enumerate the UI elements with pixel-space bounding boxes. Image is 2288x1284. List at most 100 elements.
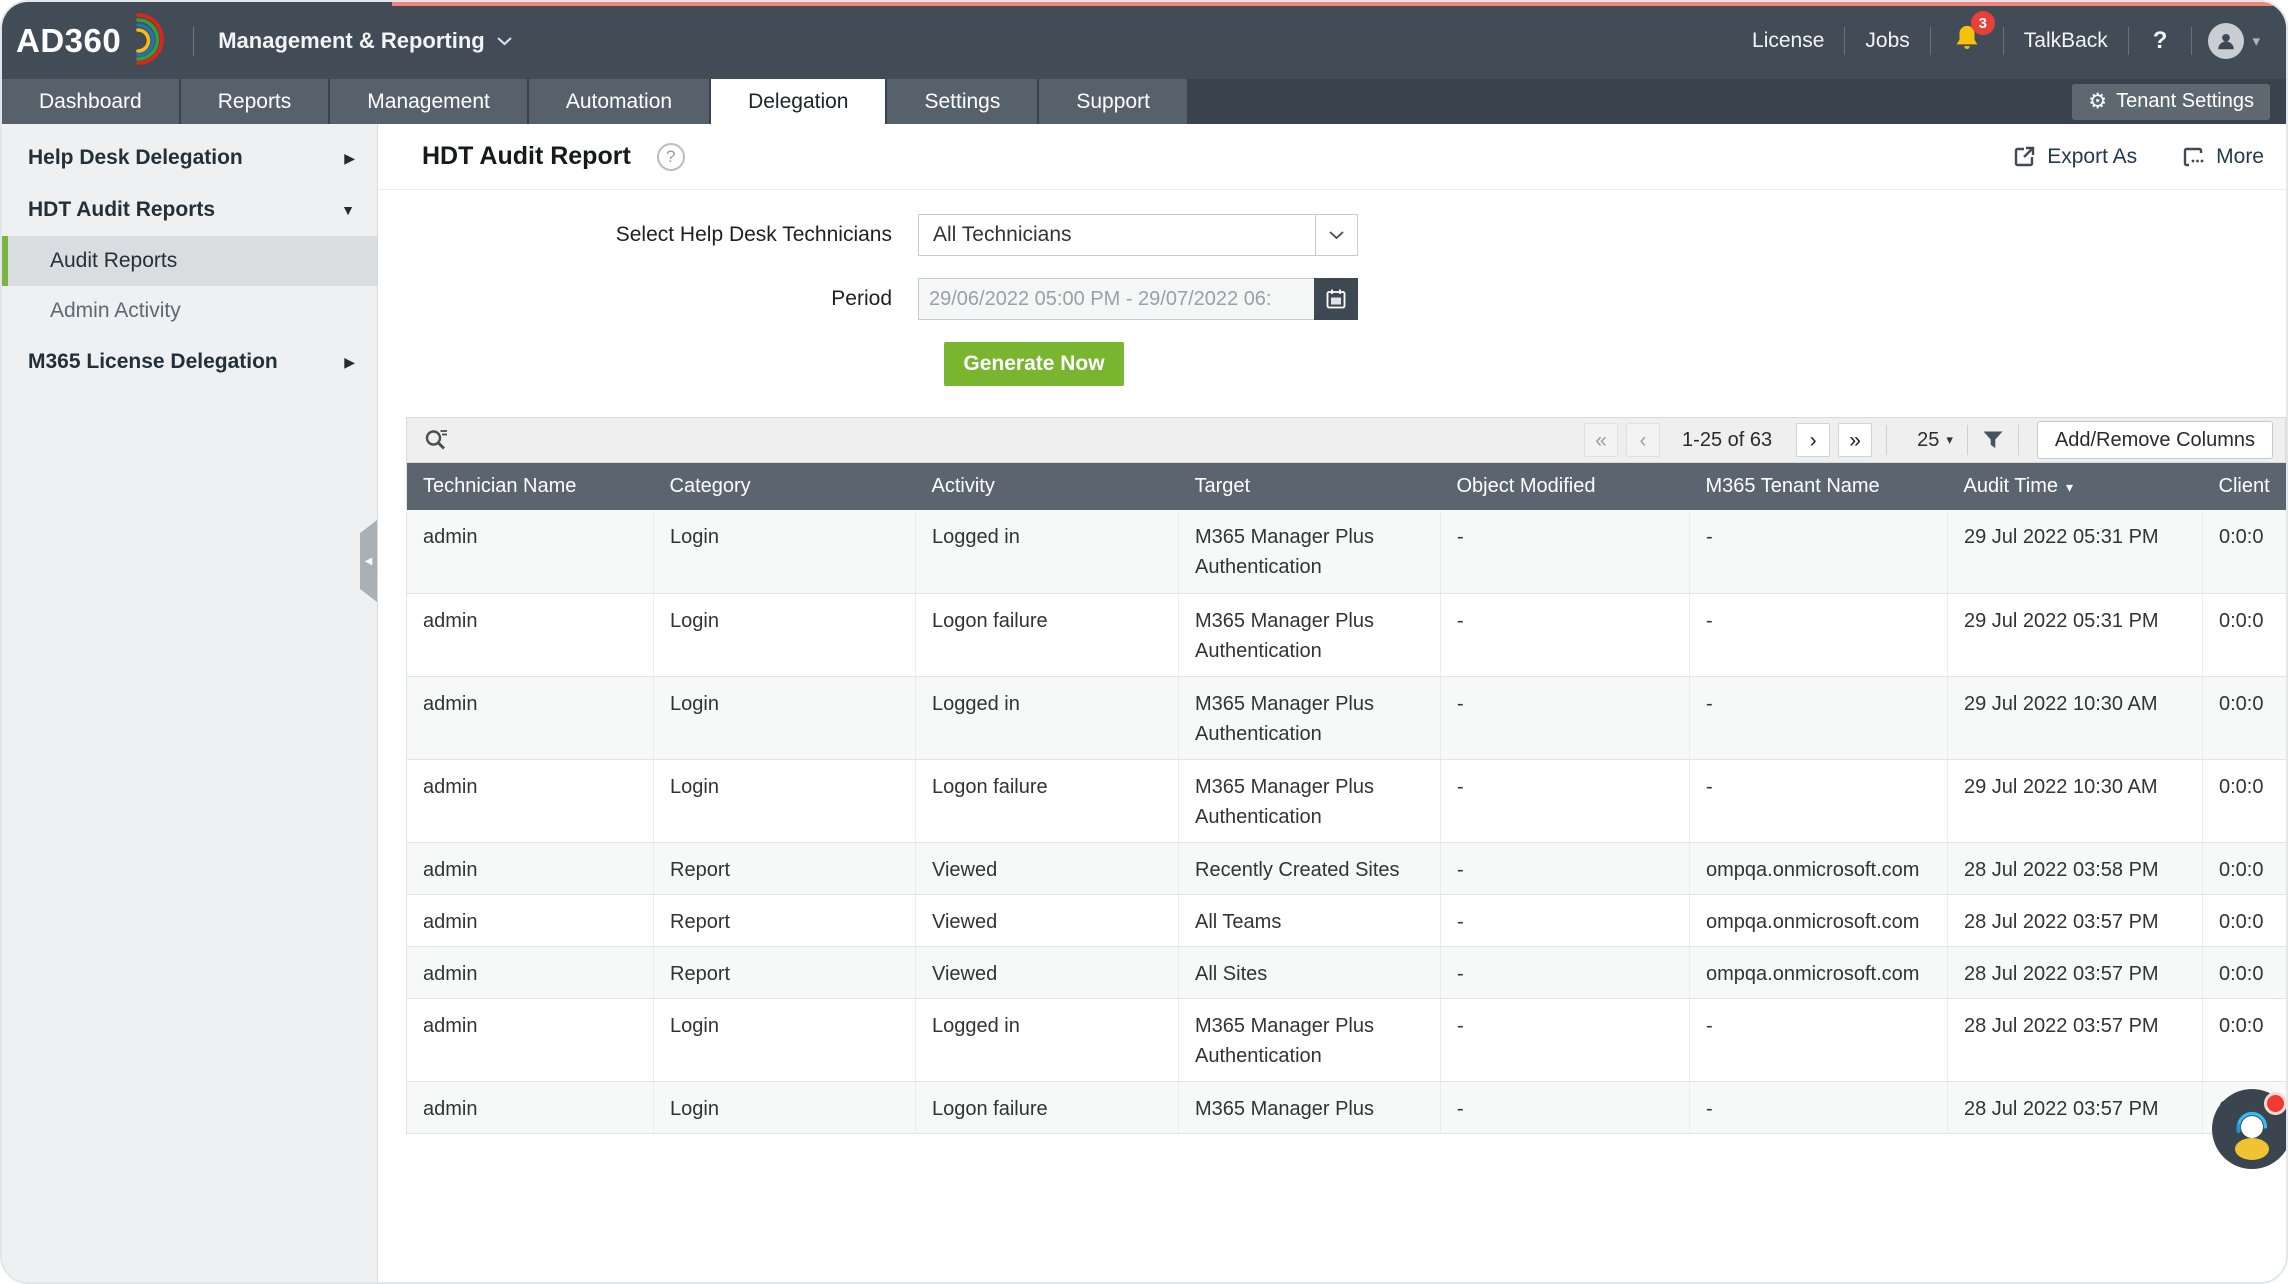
column-header-category[interactable]: Category bbox=[653, 463, 916, 510]
sidebar-item-admin-activity[interactable]: Admin Activity bbox=[2, 286, 377, 336]
table-cell: M365 Manager Plus Authentication bbox=[1178, 998, 1441, 1082]
table-cell: Login bbox=[653, 593, 916, 677]
table-cell: 0:0:0 bbox=[2202, 676, 2286, 760]
column-header-technician-name[interactable]: Technician Name bbox=[406, 463, 654, 510]
column-header-m365-tenant-name[interactable]: M365 Tenant Name bbox=[1689, 463, 1948, 510]
table-cell: - bbox=[1689, 593, 1948, 677]
table-cell: 0:0:0 bbox=[2202, 946, 2286, 999]
table-cell: - bbox=[1440, 946, 1690, 999]
table-cell: admin bbox=[406, 759, 654, 843]
table-row[interactable]: admin Login Logged in M365 Manager Plus Aut… bbox=[406, 998, 2286, 1082]
tab-dashboard[interactable]: Dashboard bbox=[2, 79, 179, 124]
report-help-icon[interactable]: ? bbox=[656, 142, 685, 171]
user-icon bbox=[2218, 33, 2235, 49]
next-page-button[interactable]: › bbox=[1796, 423, 1831, 457]
tab-reports[interactable]: Reports bbox=[180, 79, 329, 124]
sidebar-item-label: Help Desk Delegation bbox=[28, 146, 243, 169]
divider bbox=[2017, 425, 2019, 455]
column-header-target[interactable]: Target bbox=[1178, 463, 1441, 510]
generate-now-button[interactable]: Generate Now bbox=[944, 342, 1124, 386]
technicians-label: Select Help Desk Technicians bbox=[615, 223, 892, 246]
tenant-settings-label: Tenant Settings bbox=[2116, 90, 2254, 112]
table-cell: ompqa.onmicrosoft.com bbox=[1689, 842, 1948, 895]
table-cell: - bbox=[1440, 894, 1690, 947]
ad360-logo[interactable]: AD360 bbox=[16, 12, 169, 67]
search-button[interactable] bbox=[419, 423, 453, 457]
first-page-button[interactable]: « bbox=[1584, 423, 1619, 457]
filter-button[interactable] bbox=[1982, 430, 2004, 450]
table-row[interactable]: admin Report Viewed All Sites - ompqa.onmicro… bbox=[406, 946, 2286, 999]
sidebar-item-audit-reports[interactable]: Audit Reports bbox=[2, 236, 377, 286]
table-cell: Viewed bbox=[915, 894, 1179, 947]
product-switcher[interactable]: Management & Reporting bbox=[218, 28, 512, 54]
period-label: Period bbox=[831, 287, 892, 310]
more-button[interactable]: More bbox=[2181, 145, 2264, 169]
table-cell: 28 Jul 2022 03:58 PM bbox=[1947, 842, 2203, 895]
table-row[interactable]: admin Login Logged in M365 Manager Plus Aut… bbox=[406, 676, 2286, 760]
table-cell: ompqa.onmicrosoft.com bbox=[1689, 946, 1948, 999]
table-cell: M365 Manager Plus Authentication bbox=[1178, 510, 1441, 594]
main-nav-tabs: Dashboard Reports Management Automation … bbox=[2, 79, 2286, 124]
report-criteria-form: Select Help Desk Technicians All Technic… bbox=[378, 190, 2286, 386]
license-link[interactable]: License bbox=[1752, 28, 1825, 52]
table-cell: Logged in bbox=[915, 676, 1179, 760]
table-row[interactable]: admin Login Logon failure M365 Manager Plus… bbox=[406, 593, 2286, 677]
last-page-button[interactable]: » bbox=[1838, 423, 1873, 457]
gear-icon: ⚙ bbox=[2088, 90, 2108, 113]
table-cell: admin bbox=[406, 593, 654, 677]
sidebar-item-label: Audit Reports bbox=[50, 249, 178, 272]
sidebar-item-help-desk-delegation[interactable]: Help Desk Delegation ▶ bbox=[2, 132, 377, 184]
column-header-object-modified[interactable]: Object Modified bbox=[1440, 463, 1690, 510]
table-cell: Report bbox=[653, 946, 916, 999]
tenant-settings-button[interactable]: ⚙ Tenant Settings bbox=[2072, 83, 2270, 120]
chat-agent-avatar-icon bbox=[2235, 1111, 2269, 1160]
table-cell: admin bbox=[406, 842, 654, 895]
table-cell: Login bbox=[653, 759, 916, 843]
talkback-link[interactable]: TalkBack bbox=[2023, 28, 2108, 52]
table-cell: Viewed bbox=[915, 946, 1179, 999]
tab-delegation[interactable]: Delegation bbox=[711, 79, 886, 124]
table-cell: admin bbox=[406, 894, 654, 947]
table-row[interactable]: admin Login Logged in M365 Manager Plus Aut… bbox=[406, 510, 2286, 594]
divider bbox=[1966, 425, 1968, 455]
tab-automation[interactable]: Automation bbox=[528, 79, 710, 124]
period-input[interactable]: 29/06/2022 05:00 PM - 29/07/2022 06: bbox=[918, 278, 1358, 320]
table-cell: 29 Jul 2022 05:31 PM bbox=[1947, 593, 2203, 677]
sidebar-collapse-handle[interactable]: ◀ bbox=[360, 520, 377, 602]
chat-notification-dot bbox=[2264, 1092, 2286, 1115]
add-remove-columns-button[interactable]: Add/Remove Columns bbox=[2036, 421, 2273, 459]
account-menu[interactable]: ▾ bbox=[2192, 22, 2260, 59]
tab-support[interactable]: Support bbox=[1039, 79, 1187, 124]
calendar-picker-button[interactable] bbox=[1314, 278, 1358, 320]
sidebar-item-m365-license-delegation[interactable]: M365 License Delegation ▶ bbox=[2, 336, 377, 388]
table-cell: admin bbox=[406, 946, 654, 999]
table-cell: 28 Jul 2022 03:57 PM bbox=[1947, 1081, 2203, 1134]
sidebar-item-hdt-audit-reports[interactable]: HDT Audit Reports ▼ bbox=[2, 184, 377, 236]
tab-management[interactable]: Management bbox=[330, 79, 527, 124]
table-header-row: Technician Name Category Activity Target… bbox=[406, 463, 2286, 510]
technicians-select[interactable]: All Technicians bbox=[918, 214, 1358, 256]
column-header-audit-time[interactable]: Audit Time ▾ bbox=[1947, 463, 2203, 510]
table-cell: - bbox=[1440, 676, 1690, 760]
help-button[interactable]: ? bbox=[2152, 26, 2168, 54]
table-row[interactable]: admin Report Viewed All Teams - ompqa.onmicro… bbox=[406, 894, 2286, 947]
jobs-link[interactable]: Jobs bbox=[1865, 28, 1910, 52]
export-as-button[interactable]: Export As bbox=[2012, 145, 2137, 169]
table-toolbar: « ‹ 1-25 of 63 › » 25 ▾ bbox=[406, 417, 2286, 463]
table-row[interactable]: admin Report Viewed Recently Created Sites -… bbox=[406, 842, 2286, 895]
table-cell: Logged in bbox=[915, 998, 1179, 1082]
table-cell: ompqa.onmicrosoft.com bbox=[1689, 894, 1948, 947]
previous-page-button[interactable]: ‹ bbox=[1626, 423, 1661, 457]
table-cell: - bbox=[1440, 842, 1690, 895]
table-row[interactable]: admin Login Logon failure M365 Manager Plus… bbox=[406, 1081, 2286, 1134]
column-header-client[interactable]: Client bbox=[2202, 463, 2286, 510]
column-header-activity[interactable]: Activity bbox=[915, 463, 1179, 510]
tab-settings[interactable]: Settings bbox=[887, 79, 1038, 124]
divider bbox=[1844, 26, 1846, 55]
page-size-dropdown[interactable]: 25 ▾ bbox=[1917, 429, 1953, 452]
notifications-button[interactable]: 3 bbox=[1931, 11, 2003, 58]
table-cell: 29 Jul 2022 10:30 AM bbox=[1947, 759, 2203, 843]
table-row[interactable]: admin Login Logon failure M365 Manager Plus… bbox=[406, 759, 2286, 843]
select-chevron-area[interactable] bbox=[1315, 215, 1357, 255]
avatar bbox=[2208, 22, 2245, 59]
